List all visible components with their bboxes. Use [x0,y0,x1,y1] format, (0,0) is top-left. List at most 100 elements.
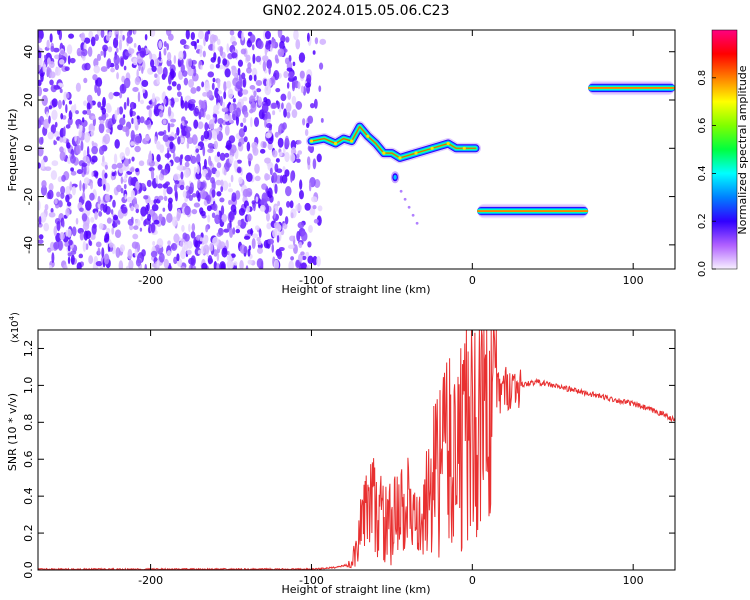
noise-speckle [163,187,167,197]
noise-speckle [158,252,165,263]
noise-speckle [223,169,227,176]
noise-speckle [247,153,253,162]
noise-speckle [148,107,152,119]
noise-speckle [142,88,146,94]
noise-speckle [190,231,196,239]
noise-speckle [120,187,124,194]
noise-speckle [83,37,91,44]
noise-speckle [209,242,214,252]
noise-speckle [297,81,301,90]
noise-speckle [103,184,106,191]
noise-speckle [154,73,158,78]
noise-speckle [235,225,241,230]
noise-speckle [284,137,290,149]
noise-speckle [306,74,312,84]
noise-speckle [48,183,54,192]
noise-speckle [209,34,217,45]
noise-speckle [132,58,138,66]
noise-speckle [219,197,225,203]
noise-speckle [201,262,208,269]
noise-speckle [231,192,237,203]
noise-speckle [75,217,79,225]
noise-speckle [184,168,190,179]
colorbar-tick-label: 0.2 [697,213,708,229]
noise-speckle [211,189,216,198]
noise-speckle [138,160,145,167]
noise-speckle [81,48,88,57]
noise-speckle [271,172,278,183]
noise-speckle [217,78,221,89]
noise-speckle [67,55,71,65]
noise-speckle [166,250,172,256]
noise-speckle [212,130,218,141]
noise-speckle [41,180,47,188]
noise-speckle [214,214,221,225]
noise-speckle [228,154,234,164]
noise-speckle [65,124,71,129]
noise-speckle [140,215,144,221]
y-tick-label: 20 [22,93,35,107]
noise-speckle [196,153,201,165]
noise-speckle [59,146,64,153]
noise-speckle [247,259,253,265]
noise-speckle [233,160,238,170]
noise-speckle [215,179,222,186]
noise-speckle [249,34,256,43]
noise-speckle [139,116,145,124]
noise-speckle [252,147,259,156]
noise-speckle [108,31,113,37]
noise-speckle [207,214,211,223]
noise-speckle [48,211,56,218]
noise-speckle [38,37,42,44]
noise-speckle [316,255,321,267]
noise-speckle [59,88,63,94]
noise-speckle [203,158,207,169]
noise-speckle [94,83,98,94]
noise-speckle [59,151,66,161]
noise-speckle [200,134,205,142]
noise-speckle [175,191,178,202]
noise-speckle [193,265,197,269]
noise-speckle [221,247,228,258]
noise-speckle [38,86,43,97]
noise-speckle [254,163,260,174]
noise-speckle [123,101,127,110]
noise-speckle [93,65,101,74]
noise-speckle [184,161,190,168]
noise-speckle [258,228,262,238]
noise-speckle [204,122,209,131]
noise-speckle [181,224,185,232]
noise-speckle [302,262,308,269]
noise-speckle [296,153,300,159]
noise-speckle [40,185,48,196]
noise-speckle [47,248,52,253]
noise-speckle [101,112,107,121]
noise-speckle [184,154,192,162]
noise-speckle [230,174,234,183]
noise-speckle [113,214,119,221]
noise-speckle [203,244,210,255]
noise-speckle [196,164,200,175]
noise-speckle [121,126,129,132]
noise-speckle [119,244,126,253]
noise-speckle [226,250,230,256]
spectrogram-frame [37,29,676,270]
noise-speckle [277,200,281,207]
noise-speckle [169,141,174,150]
noise-speckle [167,51,172,62]
noise-speckle [129,108,133,118]
noise-speckle [80,32,86,42]
noise-speckle [86,102,91,111]
trace-peak [382,151,386,155]
noise-speckle [250,116,253,128]
noise-speckle [130,177,135,186]
noise-speckle [85,243,89,250]
noise-speckle [116,184,122,193]
noise-speckle [119,152,125,160]
noise-speckle [299,70,305,79]
noise-speckle [82,240,87,252]
noise-speckle [169,123,175,128]
noise-speckle [196,85,201,92]
noise-speckle [162,134,170,142]
